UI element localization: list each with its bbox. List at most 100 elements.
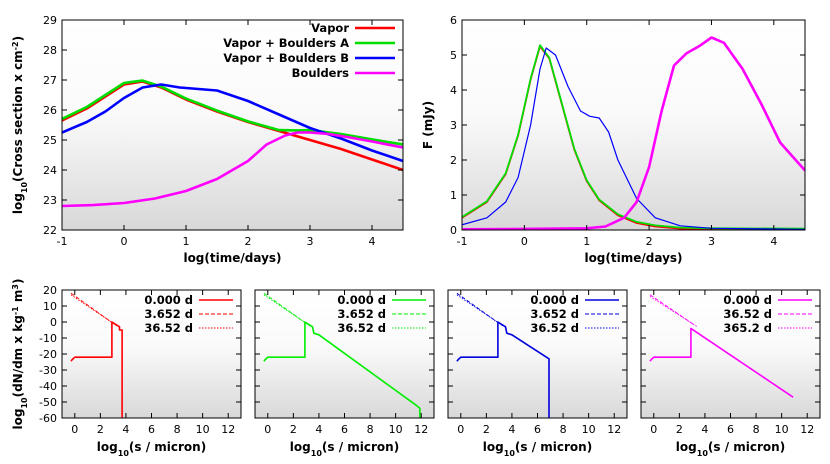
series-line-1 <box>263 321 421 418</box>
legend-label: 0.000 d <box>530 293 579 307</box>
x-tick-label: 12 <box>414 423 428 436</box>
series-line-2 <box>462 44 805 230</box>
plot-area <box>62 20 403 230</box>
x-axis-label: log10(s / micron) <box>676 440 785 458</box>
chart-panel-4: 0 2 4 6 8 10 12 log10(s / micron) 0.000 d3.652 d… <box>254 289 435 458</box>
y-tick-label: 6 <box>450 14 457 27</box>
x-tick-label: 4 <box>508 423 515 436</box>
x-tick-label: 12 <box>607 423 621 436</box>
series-line-1 <box>70 321 123 418</box>
x-tick-label: 2 <box>290 423 297 436</box>
x-tick-label: -1 <box>457 235 468 248</box>
x-tick-label: -1 <box>57 235 68 248</box>
x-tick-label: 3 <box>307 235 314 248</box>
series-line-3 <box>649 296 698 328</box>
y-tick-label: 26 <box>43 104 57 117</box>
x-tick-label: 8 <box>174 423 181 436</box>
x-tick-label: 2 <box>97 423 104 436</box>
series-line-4 <box>62 131 403 208</box>
x-tick-label: 12 <box>800 423 814 436</box>
legend-label: 365.2 d <box>723 321 772 335</box>
x-tick-label: 10 <box>196 423 210 436</box>
x-tick-label: 0 <box>121 235 128 248</box>
y-tick-label: -30 <box>39 364 57 377</box>
y-tick-label: 0 <box>50 316 57 329</box>
series-line-3 <box>462 47 805 230</box>
x-axis-label: log10(s / micron) <box>97 440 206 458</box>
legend-label: 3.652 d <box>337 307 386 321</box>
x-tick-label: 4 <box>315 423 322 436</box>
y-tick-label: 1 <box>450 189 457 202</box>
y-tick-label: 2 <box>450 154 457 167</box>
y-tick-label: 5 <box>450 49 457 62</box>
legend-label: 0.000 d <box>723 293 772 307</box>
legend-label: Vapor <box>311 21 349 35</box>
x-axis-label: log(time/days) <box>183 251 281 265</box>
y-axis-label: log10(dN/dm x kg-1 m3) <box>11 279 29 430</box>
x-tick-label: 4 <box>701 423 708 436</box>
series-line-2 <box>263 292 309 326</box>
chart-panel-1: -1 0 1 2 3 42223242526272829log(time/days)log… <box>11 14 404 265</box>
plot-area <box>62 290 241 418</box>
y-tick-label: -50 <box>39 396 57 409</box>
x-tick-label: 4 <box>122 423 129 436</box>
plot-area <box>462 20 805 230</box>
y-tick-label: -20 <box>39 348 57 361</box>
y-tick-label: 25 <box>43 134 57 147</box>
plot-frame <box>61 19 404 231</box>
x-tick-label: 3 <box>708 235 715 248</box>
x-tick-label: 1 <box>583 235 590 248</box>
x-tick-label: 8 <box>560 423 567 436</box>
plot-area <box>448 290 627 418</box>
y-tick-label: 28 <box>43 44 57 57</box>
x-tick-label: 6 <box>148 423 155 436</box>
series-line-2 <box>456 292 502 326</box>
legend-label: Boulders <box>292 66 349 80</box>
x-tick-label: 6 <box>534 423 541 436</box>
plot-area <box>641 290 820 418</box>
series-line-2 <box>649 294 695 326</box>
x-tick-label: 1 <box>183 235 190 248</box>
x-tick-label: 10 <box>582 423 596 436</box>
y-axis-label: F (mJy) <box>421 101 435 149</box>
x-tick-label: 4 <box>369 235 376 248</box>
x-axis-label: log(time/days) <box>584 251 682 265</box>
x-tick-label: 8 <box>753 423 760 436</box>
x-tick-label: 0 <box>71 423 78 436</box>
y-tick-label: 24 <box>43 164 57 177</box>
chart-panel-6: 0 2 4 6 8 10 12 log10(s / micron) 0.000 d36.52 d… <box>640 289 821 458</box>
y-tick-label: 10 <box>43 300 57 313</box>
x-tick-label: 2 <box>245 235 252 248</box>
x-tick-label: 8 <box>367 423 374 436</box>
x-tick-label: 10 <box>775 423 789 436</box>
x-tick-label: 2 <box>646 235 653 248</box>
legend-label: Vapor + Boulders A <box>223 36 349 50</box>
y-tick-label: 4 <box>450 84 457 97</box>
y-tick-label: 20 <box>43 284 57 297</box>
x-tick-label: 4 <box>770 235 777 248</box>
x-axis-label: log10(s / micron) <box>290 440 399 458</box>
legend-label: 36.52 d <box>723 307 772 321</box>
series-line-3 <box>456 294 505 328</box>
y-tick-label: -60 <box>39 412 57 425</box>
y-tick-label: 0 <box>450 224 457 237</box>
x-tick-label: 6 <box>341 423 348 436</box>
x-tick-label: 10 <box>389 423 403 436</box>
legend-label: Vapor + Boulders B <box>223 51 349 65</box>
y-tick-label: 3 <box>450 119 457 132</box>
chart-panel-3: 0 2 4 6 8 10 12 -60 -50 -40 -30 -20 -10 0 10 20 log10(s … <box>11 279 242 458</box>
legend-label: 36.52 d <box>530 321 579 335</box>
y-tick-label: 22 <box>43 224 57 237</box>
series-line-2 <box>62 79 403 146</box>
legend-label: 3.652 d <box>144 307 193 321</box>
y-axis-label: log10(Cross section x cm-2) <box>11 36 29 214</box>
legend-label: 36.52 d <box>144 321 193 335</box>
series-line-1 <box>649 327 794 398</box>
x-tick-label: 6 <box>727 423 734 436</box>
x-tick-label: 0 <box>264 423 271 436</box>
legend-label: 3.652 d <box>530 307 579 321</box>
y-tick-label: -10 <box>39 332 57 345</box>
x-tick-label: 2 <box>483 423 490 436</box>
series-line-3 <box>263 294 312 328</box>
